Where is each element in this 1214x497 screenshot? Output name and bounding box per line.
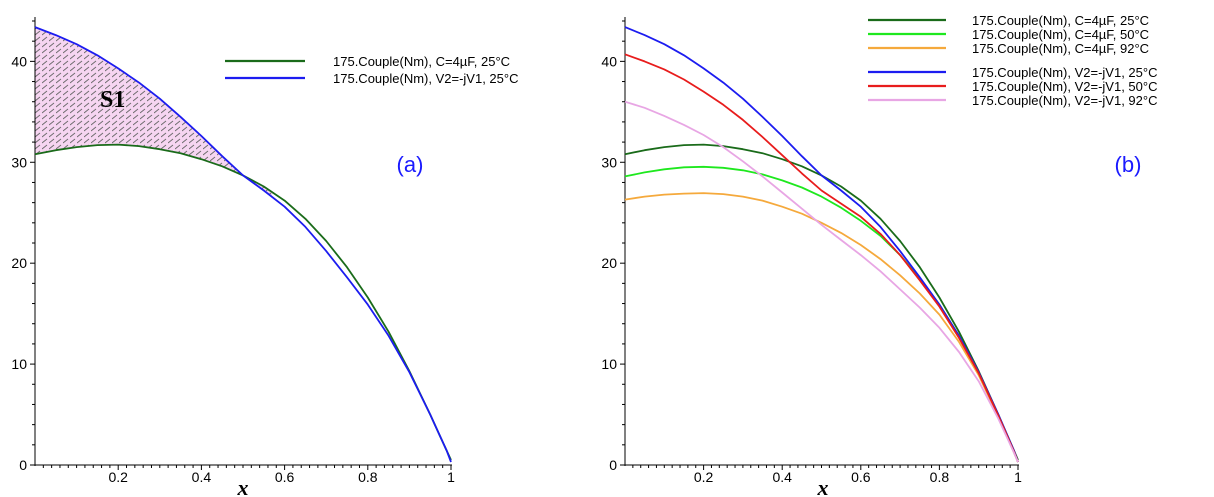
x-tick-label: 0.8 <box>930 469 950 485</box>
y-tick-label: 10 <box>11 356 27 372</box>
x-tick-label: 0.4 <box>192 469 212 485</box>
legend-label-2: 175.Couple(Nm), C=4µF, 92°C <box>972 41 1149 56</box>
series-line-2 <box>624 192 1019 463</box>
legend-label-1: 175.Couple(Nm), V2=-jV1, 25°C <box>333 71 518 86</box>
legend: 175.Couple(Nm), C=4µF, 25°C175.Couple(Nm… <box>868 13 1157 108</box>
x-tick-label: 0.4 <box>772 469 792 485</box>
shaded-region-s1 <box>35 27 273 197</box>
chart-panel-b: 0 10 20 30 40 0.2 0.4 0.6 0.8 1 x 175.Couple(Nm), C… <box>601 13 1157 497</box>
x-tick-label: 0.6 <box>851 469 871 485</box>
x-tick-label: 1 <box>1014 469 1022 485</box>
series-line-0 <box>34 143 452 461</box>
x-tick-label: 1 <box>447 469 455 485</box>
x-axis-label: x <box>237 475 249 497</box>
legend-label-4: 175.Couple(Nm), V2=-jV1, 50°C <box>972 79 1157 94</box>
y-tick-label: 20 <box>601 255 617 271</box>
legend-label-5: 175.Couple(Nm), V2=-jV1, 92°C <box>972 93 1157 108</box>
region-label-s1: S1 <box>100 87 125 113</box>
panel-label: (b) <box>1115 152 1142 177</box>
panel-label: (a) <box>397 152 424 177</box>
x-tick-label: 0.8 <box>358 469 378 485</box>
series-line-1 <box>34 26 452 463</box>
y-tick-label: 10 <box>601 356 617 372</box>
legend-label-3: 175.Couple(Nm), V2=-jV1, 25°C <box>972 65 1157 80</box>
chart-panel-a: S1 0 10 20 30 40 0.2 0.4 0.6 0.8 1 x 175.Couple(Nm),… <box>11 17 518 497</box>
legend-label-0: 175.Couple(Nm), C=4µF, 25°C <box>333 54 510 69</box>
y-tick-label: 0 <box>19 457 27 473</box>
y-tick-label: 30 <box>601 154 617 170</box>
legend-label-0: 175.Couple(Nm), C=4µF, 25°C <box>972 13 1149 28</box>
y-tick-label: 40 <box>11 53 27 69</box>
series-line-5 <box>624 100 1019 463</box>
series-line-0 <box>624 143 1019 461</box>
x-tick-label: 0.2 <box>108 469 128 485</box>
y-tick-label: 20 <box>11 255 27 271</box>
legend-label-1: 175.Couple(Nm), C=4µF, 50°C <box>972 27 1149 42</box>
series-line-1 <box>624 165 1019 463</box>
x-tick-label: 0.6 <box>275 469 295 485</box>
x-tick-label: 0.2 <box>694 469 714 485</box>
y-tick-label: 30 <box>11 154 27 170</box>
x-axis-label: x <box>817 475 829 497</box>
y-tick-label: 0 <box>609 457 617 473</box>
series-line-3 <box>624 26 1019 463</box>
y-tick-label: 40 <box>601 53 617 69</box>
legend: 175.Couple(Nm), C=4µF, 25°C 175.Couple(Nm… <box>225 54 518 86</box>
series-line-4 <box>624 53 1019 463</box>
